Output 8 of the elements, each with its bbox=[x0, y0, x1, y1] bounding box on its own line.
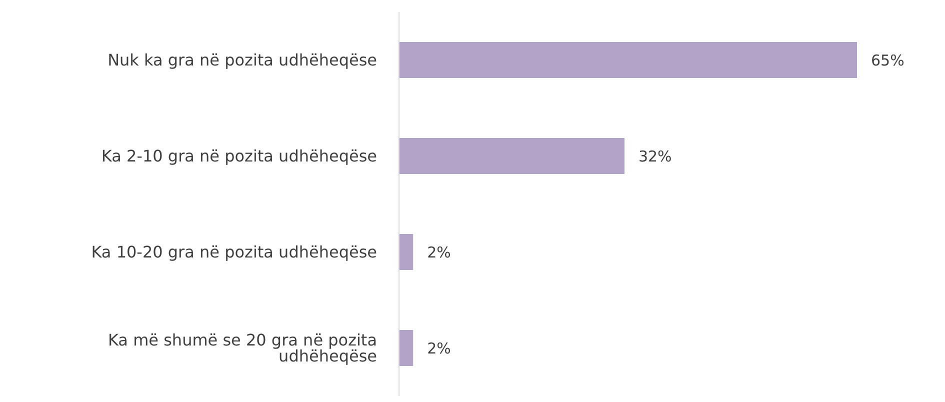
data-label: 32% bbox=[638, 147, 672, 166]
data-label: 2% bbox=[427, 243, 451, 262]
data-label: 2% bbox=[427, 339, 451, 358]
y-tick-label: Ka 10-20 gra në pozita udhëheqëse bbox=[91, 242, 377, 262]
y-tick-label: Nuk ka gra në pozita udhëheqëse bbox=[108, 50, 377, 70]
y-tick-label: Ka 2-10 gra në pozita udhëheqëse bbox=[101, 146, 377, 166]
y-tick-label: Ka më shumë se 20 gra në pozita udhëheqëse bbox=[108, 330, 377, 366]
data-label: 65% bbox=[871, 51, 904, 70]
